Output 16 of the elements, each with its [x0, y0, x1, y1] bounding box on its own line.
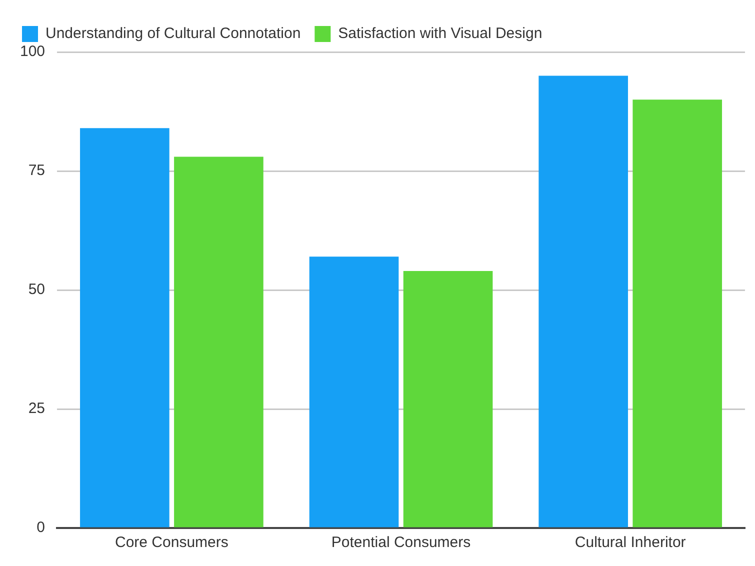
bar	[632, 100, 722, 528]
bar	[403, 270, 493, 528]
x-tick-label: Core Consumers	[115, 534, 228, 552]
bar	[309, 256, 399, 528]
legend-label: Understanding of Cultural Connotation	[46, 25, 301, 42]
x-tick-label: Cultural Inheritor	[574, 534, 686, 552]
bar	[80, 128, 170, 528]
legend-label: Satisfaction with Visual Design	[338, 25, 542, 42]
y-tick-label: 50	[28, 281, 46, 298]
y-tick-label: 100	[20, 43, 46, 60]
bar	[174, 156, 264, 528]
y-tick-label: 0	[36, 519, 46, 536]
y-tick-label: 25	[28, 400, 46, 418]
y-tick-label: 75	[28, 162, 46, 180]
x-tick-label: Potential Consumers	[331, 534, 471, 552]
bar	[538, 76, 628, 528]
